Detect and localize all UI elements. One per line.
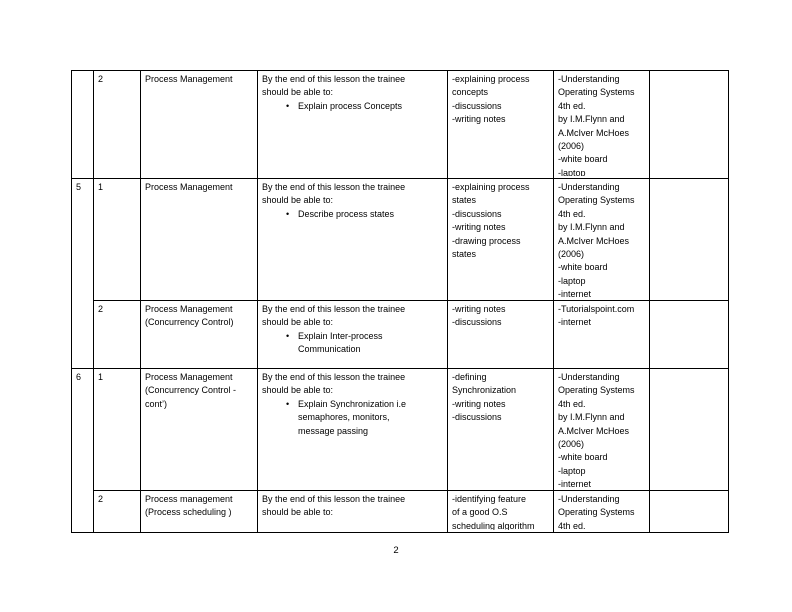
week-cell: 6 (71, 368, 94, 533)
resources-cell: -Understanding Operating Systems 4th ed. (553, 490, 650, 533)
week-cell: 5 (71, 178, 94, 369)
activities-text: -writing notes -discussions (452, 304, 506, 328)
objectives-intro: By the end of this lesson the trainee sh… (262, 494, 406, 518)
lesson-cell: 2 (93, 70, 141, 179)
table-row: 2 Process management (Process scheduling… (72, 490, 729, 533)
course-outline-table: 2 Process Management By the end of this … (71, 70, 729, 533)
lesson-number: 2 (98, 304, 104, 314)
topic-cell: Process Management (Concurrency Control … (140, 368, 258, 491)
week-number: 6 (76, 372, 82, 382)
objectives-cell: By the end of this lesson the trainee sh… (257, 178, 448, 301)
objectives-cell: By the end of this lesson the trainee sh… (257, 300, 448, 369)
topic-cell: Process Management (140, 178, 258, 301)
objective-bullet-item: Explain Inter-process Communication (262, 330, 443, 357)
topic-text: Process Management (Concurrency Control … (145, 372, 237, 409)
objectives-cell: By the end of this lesson the trainee sh… (257, 490, 448, 533)
table-row: 2 Process Management By the end of this … (71, 70, 729, 179)
objective-bullet-item: Explain process Concepts (262, 100, 443, 114)
table-row: 6 1 Process Management (Concurrency Cont… (71, 368, 729, 533)
activities-cell: -defining Synchronization -writing notes… (447, 368, 554, 491)
objective-bullet-item: Describe process states (262, 208, 443, 222)
topic-text: Process management (Process scheduling ) (145, 494, 233, 518)
topic-cell: Process Management (140, 70, 258, 179)
activities-cell: -explaining process states -discussions … (447, 178, 554, 301)
week-number: 5 (76, 182, 82, 192)
resources-text: -Tutorialspoint.com -internet (558, 304, 635, 328)
remarks-cell (649, 300, 729, 369)
activities-cell: -writing notes -discussions (447, 300, 554, 369)
table-row: 2 Process Management (Concurrency Contro… (72, 300, 729, 369)
activities-text: -explaining process states -discussions … (452, 182, 530, 260)
activities-text: -defining Synchronization -writing notes… (452, 372, 517, 423)
lesson-number: 2 (98, 74, 104, 84)
remarks-text (654, 181, 724, 298)
activities-text: -identifying feature of a good O.S sched… (452, 494, 535, 530)
topic-cell: Process Management (Concurrency Control) (140, 300, 258, 369)
objectives-intro: By the end of this lesson the trainee sh… (262, 74, 406, 98)
remarks-cell (649, 490, 729, 533)
objectives-intro: By the end of this lesson the trainee sh… (262, 304, 406, 328)
objectives-cell: By the end of this lesson the trainee sh… (257, 368, 448, 491)
objectives-intro: By the end of this lesson the trainee sh… (262, 182, 406, 206)
lesson-number: 1 (98, 372, 104, 382)
topic-text: Process Management (Concurrency Control) (145, 304, 234, 328)
remarks-cell (649, 178, 729, 301)
remarks-cell (649, 368, 729, 491)
resources-cell: -Understanding Operating Systems 4th ed.… (553, 70, 650, 179)
resources-text: -Understanding Operating Systems 4th ed.… (558, 182, 635, 298)
lesson-number: 1 (98, 182, 104, 192)
week-cell (71, 70, 94, 179)
topic-text: Process Management (145, 182, 233, 192)
topic-text: Process Management (145, 74, 233, 84)
activities-cell: -explaining process concepts -discussion… (447, 70, 554, 179)
remarks-text (654, 73, 724, 176)
remarks-cell (649, 70, 729, 179)
lesson-cell: 1 (93, 178, 141, 301)
objective-bullet-item: Explain Synchronization i.e semaphores, … (262, 398, 443, 438)
remarks-text (654, 303, 724, 366)
lesson-cell: 1 (93, 368, 141, 491)
objectives-intro: By the end of this lesson the trainee sh… (262, 372, 406, 396)
lesson-cell: 2 (93, 300, 141, 369)
resources-cell: -Tutorialspoint.com -internet (553, 300, 650, 369)
lesson-cell: 2 (93, 490, 141, 533)
week-number (76, 73, 89, 176)
resources-text: -Understanding Operating Systems 4th ed. (558, 494, 635, 530)
activities-cell: -identifying feature of a good O.S sched… (447, 490, 554, 533)
activities-text: -explaining process concepts -discussion… (452, 74, 530, 125)
resources-text: -Understanding Operating Systems 4th ed.… (558, 74, 635, 176)
resources-cell: -Understanding Operating Systems 4th ed.… (553, 368, 650, 491)
lesson-number: 2 (98, 494, 104, 504)
remarks-text (654, 493, 724, 530)
objectives-cell: By the end of this lesson the trainee sh… (257, 70, 448, 179)
table-row: 5 1 Process Management By the end of thi… (71, 178, 729, 369)
remarks-text (654, 371, 724, 488)
resources-cell: -Understanding Operating Systems 4th ed.… (553, 178, 650, 301)
resources-text: -Understanding Operating Systems 4th ed.… (558, 372, 635, 488)
topic-cell: Process management (Process scheduling ) (140, 490, 258, 533)
page-number: 2 (393, 545, 399, 556)
